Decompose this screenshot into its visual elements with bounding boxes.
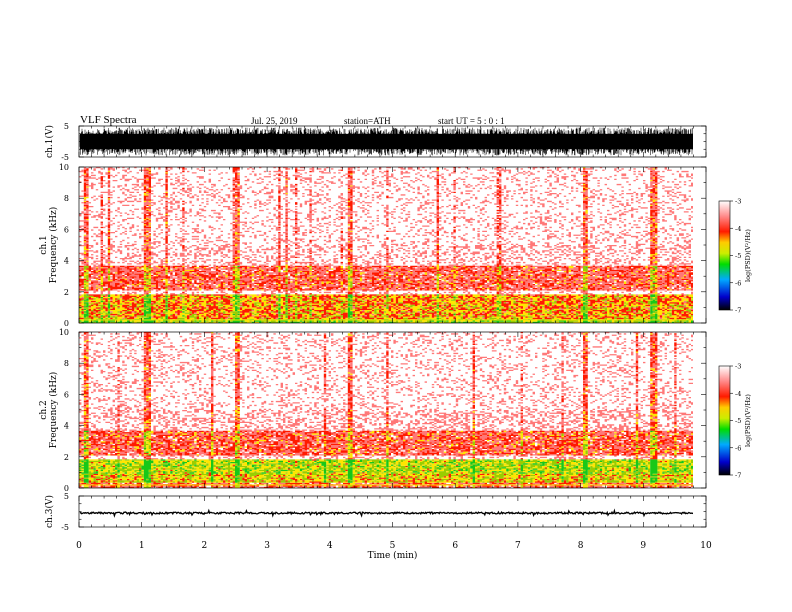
spectral-level-cells: [79, 430, 693, 483]
colorbar-tick-label: -5: [735, 252, 741, 260]
colorbar-tick-label: -4: [735, 390, 741, 398]
y-tick-label: 5: [64, 122, 69, 131]
colorbar: [718, 365, 731, 476]
waveform-trace: [79, 508, 693, 518]
y-tick-label: 4: [64, 257, 69, 266]
y-tick-label: -5: [61, 153, 69, 162]
colorbar-tick-label: -6: [735, 279, 741, 287]
spectrogram-cells: [79, 332, 693, 488]
y-tick-label: 8: [64, 359, 69, 368]
y-tick-label: 5: [64, 492, 69, 501]
colorbar-tick-label: -7: [735, 472, 741, 480]
waveform-group: [79, 127, 693, 156]
x-tick-label: 5: [390, 541, 396, 551]
colorbar-tick-label: -6: [735, 444, 741, 452]
colorbar-tick-label: -5: [735, 417, 741, 425]
colorbar-tick-label: -3: [735, 198, 741, 206]
chart-title: VLF Spectra: [80, 114, 137, 126]
spectral-level-cells: [79, 167, 693, 320]
station-label: station=ATH: [344, 116, 391, 126]
spectral-level-cells: [79, 332, 693, 488]
panel-ch1-waveform: 5 -5 ch.1(V): [44, 122, 707, 162]
x-tick-label: 0: [76, 541, 82, 551]
spectral-level-cells: [79, 167, 693, 320]
spectral-level-cells: [79, 332, 693, 488]
y-tick-label: -5: [61, 523, 69, 532]
colorbar-label: log(PSD)(V²/Hz): [744, 229, 752, 282]
waveform-trace: [79, 127, 693, 156]
x-tick-label: 9: [640, 541, 646, 551]
colorbar-tick-label: -4: [735, 225, 741, 233]
y-tick-label: 0: [64, 484, 69, 493]
y-tick-label: 10: [59, 163, 69, 172]
y-axis-label: Frequency (kHz): [48, 207, 59, 284]
x-tick-label: 1: [139, 541, 145, 551]
x-tick-label: 8: [578, 541, 584, 551]
x-tick-label: 2: [202, 541, 208, 551]
y-axis-label: ch.3(V): [44, 495, 55, 528]
colorbar-tick-label: -7: [735, 307, 741, 315]
start-time-label: start UT = 5 : 0 : 1: [438, 116, 505, 126]
y-tick-label: 2: [64, 288, 69, 297]
date-label: Jul. 25, 2019: [251, 116, 298, 126]
colorbar: [718, 200, 731, 311]
spectrogram-cells: [79, 167, 693, 323]
y-tick-label: 8: [64, 194, 69, 203]
y-tick-label: 2: [64, 453, 69, 462]
x-tick-label: 7: [515, 541, 521, 551]
y-tick-label: 10: [59, 328, 69, 337]
spectral-level-cells: [79, 265, 693, 323]
spectral-level-cells: [79, 430, 693, 488]
x-tick-label: 4: [327, 541, 333, 551]
y-axis-prefix: ch.1: [39, 235, 49, 254]
x-tick-label: 6: [452, 541, 458, 551]
spectral-level-cells: [79, 332, 693, 488]
y-axis-label: Frequency (kHz): [48, 372, 59, 449]
x-tick-label: 3: [264, 541, 270, 551]
y-axis-prefix: ch.2: [39, 400, 49, 419]
y-axis-label: ch.1(V): [44, 125, 55, 158]
colorbar-tick-label: -3: [735, 363, 741, 371]
y-tick-label: 0: [64, 319, 69, 328]
waveform-group: [79, 508, 693, 518]
panel-ch2-spectrogram: 0 2 4 6 8 10 ch.2 Frequency (kHz) -3 -4 -5 -6 -7 log(…: [39, 328, 752, 493]
y-tick-label: 6: [64, 390, 69, 399]
y-tick-label: 6: [64, 225, 69, 234]
colorbar-label: log(PSD)(V²/Hz): [744, 394, 752, 447]
x-axis-label: Time (min): [368, 550, 418, 561]
panel-ch1-spectrogram: 0 2 4 6 8 10 ch.1 Frequency (kHz) -3 -4 -5 -6 -7 log(…: [39, 163, 752, 328]
y-tick-label: 4: [64, 422, 69, 431]
x-tick-label: 10: [700, 541, 712, 551]
